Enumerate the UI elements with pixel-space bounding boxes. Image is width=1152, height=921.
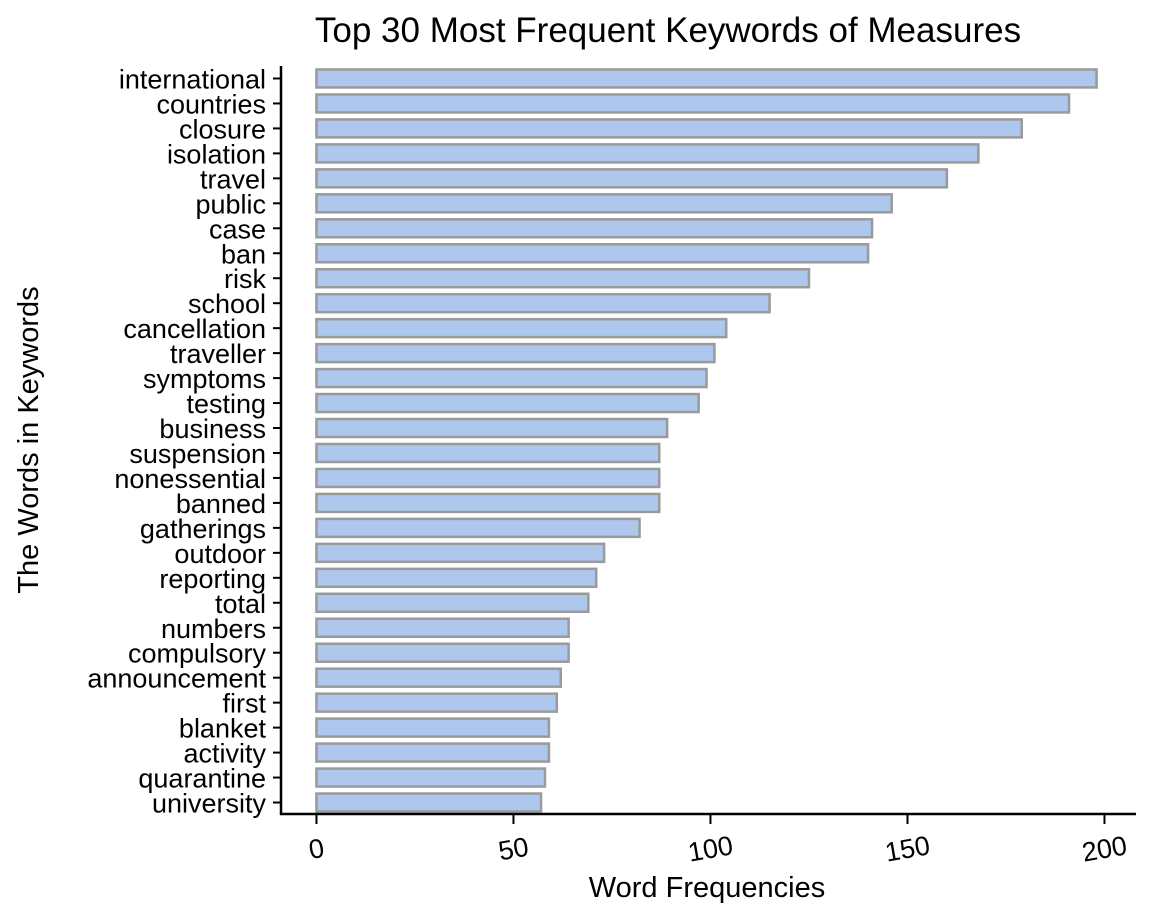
category-label: business xyxy=(159,414,266,444)
y-axis-title: The Words in Keywords xyxy=(13,286,45,593)
bar-travel xyxy=(315,168,949,189)
chart-title: Top 30 Most Frequent Keywords of Measure… xyxy=(315,11,1021,50)
category-label: nonessential xyxy=(114,464,266,494)
bar-first xyxy=(315,692,559,713)
x-axis-title: Word Frequencies xyxy=(589,872,825,904)
category-label: banned xyxy=(176,489,266,519)
bar-suspension xyxy=(315,442,661,464)
bar-countries xyxy=(315,93,1071,114)
category-label: total xyxy=(215,589,266,619)
bar-closure xyxy=(315,118,1023,139)
bar-risk xyxy=(315,267,811,289)
category-label: testing xyxy=(186,389,266,419)
category-label: first xyxy=(223,689,267,719)
category-label: compulsory xyxy=(128,639,267,669)
bar-banned xyxy=(315,492,661,514)
category-label: travel xyxy=(200,164,266,194)
category-labels: internationalcountriesclosureisolationtr… xyxy=(87,64,266,818)
bar-school xyxy=(315,292,771,314)
category-label: isolation xyxy=(167,139,266,169)
category-label: closure xyxy=(179,114,266,144)
category-label: outdoor xyxy=(174,539,266,569)
y-axis-ticks xyxy=(273,77,281,804)
category-label: traveller xyxy=(170,339,266,369)
bar-quarantine xyxy=(315,767,547,788)
category-label: announcement xyxy=(87,664,266,694)
category-label: activity xyxy=(183,739,266,769)
bars-layer xyxy=(315,68,1098,813)
bar-reporting xyxy=(315,567,598,589)
category-label: school xyxy=(188,289,266,319)
category-label: quarantine xyxy=(138,764,266,794)
bar-ban xyxy=(315,243,870,264)
bar-testing xyxy=(315,392,700,414)
bar-gatherings xyxy=(315,517,641,539)
bar-case xyxy=(315,218,874,239)
category-label: gatherings xyxy=(140,514,266,544)
bar-total xyxy=(315,592,590,614)
category-label: suspension xyxy=(129,439,266,469)
bar-traveller xyxy=(315,342,716,364)
x-axis-ticks: 0 50 100 150 200 xyxy=(306,815,1129,868)
category-label: risk xyxy=(224,264,266,294)
category-label: blanket xyxy=(179,714,267,744)
x-tick-label: 150 xyxy=(883,830,933,867)
bar-symptoms xyxy=(315,367,708,389)
category-label: public xyxy=(195,189,266,219)
category-label: international xyxy=(119,64,266,94)
category-label: numbers xyxy=(161,614,266,644)
category-label: reporting xyxy=(159,564,266,594)
bar-public xyxy=(315,193,893,214)
bar-compulsory xyxy=(315,642,570,663)
x-tick-label: 0 xyxy=(306,833,326,865)
bar-outdoor xyxy=(315,542,606,564)
x-tick-label: 200 xyxy=(1080,830,1130,867)
category-label: cancellation xyxy=(123,314,266,344)
category-label: ban xyxy=(221,239,266,269)
category-label: symptoms xyxy=(143,364,266,394)
bar-business xyxy=(315,417,669,439)
bar-numbers xyxy=(315,617,570,638)
bar-international xyxy=(315,68,1098,89)
bar-blanket xyxy=(315,717,551,738)
category-label: case xyxy=(209,214,266,244)
category-label: countries xyxy=(156,89,266,119)
bar-cancellation xyxy=(315,317,728,339)
bar-announcement xyxy=(315,667,562,688)
x-tick-label: 50 xyxy=(496,832,531,867)
bar-university xyxy=(315,792,543,813)
bar-isolation xyxy=(315,143,980,164)
bar-nonessential xyxy=(315,467,661,489)
category-label: university xyxy=(152,789,267,819)
bar-activity xyxy=(315,742,551,763)
x-tick-label: 100 xyxy=(686,830,736,867)
